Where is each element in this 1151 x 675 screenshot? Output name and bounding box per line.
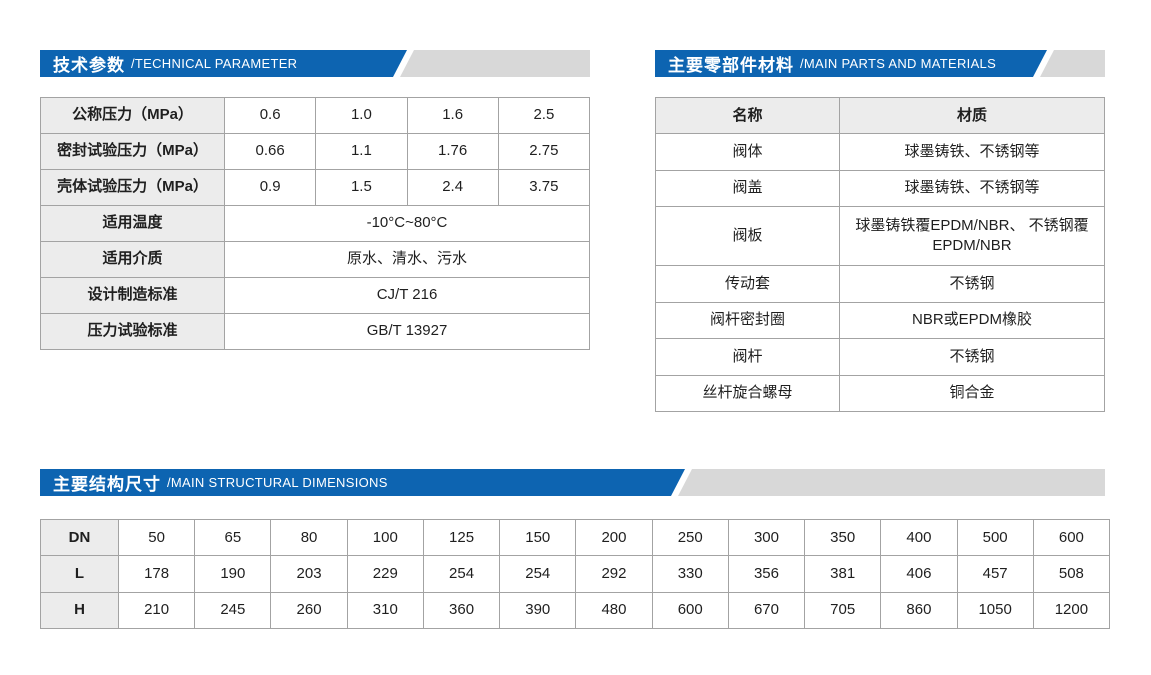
h-value: 1050 [957,592,1034,629]
l-value: 203 [271,556,348,593]
section-title-en: /MAIN PARTS AND MATERIALS [800,56,997,71]
section-title-zh: 主要零部件材料 [668,56,794,75]
h-value: 670 [728,592,806,629]
column-header-material: 材质 [840,98,1105,135]
dn-value: 80 [271,520,348,557]
h-value: 260 [271,592,348,629]
dn-value: 350 [805,520,882,557]
h-value: 390 [500,592,577,629]
table-cell: 2.5 [498,98,590,134]
row-label: 适用介质 [41,242,225,278]
part-name: 阀体 [656,134,840,171]
section-title-zh: 技术参数 [53,56,125,75]
l-value: 292 [576,556,653,593]
table-cell: -10°C~80°C [225,206,590,242]
part-material: 球墨铸铁、不锈钢等 [840,170,1105,208]
l-value: 457 [957,556,1034,593]
section-title-zh: 主要结构尺寸 [53,475,161,494]
h-value: 310 [347,592,424,629]
banner-blue-ribbon: 主要结构尺寸 /MAIN STRUCTURAL DIMENSIONS [40,469,685,496]
part-name: 丝杆旋合螺母 [656,375,840,412]
part-material: 不锈钢 [840,266,1105,303]
l-value: 381 [805,556,882,593]
dn-value: 400 [881,520,958,557]
section-title-en: /MAIN STRUCTURAL DIMENSIONS [167,475,388,490]
h-value: 600 [652,592,729,629]
technical-parameter-table: 公称压力（MPa） 0.6 1.0 1.6 2.5 密封试验压力（MPa） 0.… [40,97,590,350]
h-value: 480 [576,592,653,629]
dn-value: 65 [195,520,272,557]
row-label: 适用温度 [41,206,225,242]
table-cell: 0.6 [225,98,317,134]
part-name: 阀盖 [656,170,840,208]
part-material: 不锈钢 [840,339,1105,376]
table-cell: 1.6 [407,98,499,134]
l-value: 254 [423,556,501,593]
structural-dimensions-banner: 主要结构尺寸 /MAIN STRUCTURAL DIMENSIONS [40,469,1105,496]
table-cell: 0.9 [225,170,317,206]
table-cell: 2.75 [498,134,590,170]
part-name: 阀杆 [656,339,840,376]
l-value: 254 [500,556,577,593]
table-cell: 1.76 [407,134,499,170]
part-name: 传动套 [656,266,840,303]
main-parts-materials-banner: 主要零部件材料 /MAIN PARTS AND MATERIALS [655,50,1105,77]
dn-value: 300 [728,520,806,557]
banner-blue-ribbon: 技术参数 /TECHNICAL PARAMETER [40,50,407,77]
table-cell: 1.1 [316,134,408,170]
dn-value: 250 [652,520,729,557]
part-name: 阀杆密封圈 [656,302,840,340]
h-value: 210 [119,592,196,629]
part-material: NBR或EPDM橡胶 [840,302,1105,340]
column-header-name: 名称 [656,98,840,135]
l-value: 330 [652,556,729,593]
l-value: 178 [119,556,196,593]
l-value: 406 [881,556,958,593]
dn-value: 125 [423,520,501,557]
row-label: 设计制造标准 [41,278,225,314]
structural-dimensions-table: DN 50 65 80 100 125 150 200 250 300 350 … [40,519,1110,629]
row-label: 密封试验压力（MPa） [41,134,225,170]
l-value: 229 [347,556,424,593]
row-label: 壳体试验压力（MPa） [41,170,225,206]
dn-value: 600 [1033,520,1110,557]
l-value: 356 [728,556,806,593]
dn-value: 200 [576,520,653,557]
table-cell: 1.5 [316,170,408,206]
part-name: 阀板 [656,207,840,267]
h-value: 1200 [1033,592,1110,629]
table-cell: GB/T 13927 [225,314,590,350]
h-value: 860 [881,592,958,629]
dn-value: 50 [119,520,196,557]
table-cell: CJ/T 216 [225,278,590,314]
dn-value: 150 [500,520,577,557]
table-cell: 2.4 [407,170,499,206]
parts-materials-table: 名称 材质 阀体 球墨铸铁、不锈钢等 阀盖 球墨铸铁、不锈钢等 阀板 球墨铸铁覆… [655,97,1105,412]
dn-value: 100 [347,520,424,557]
part-material: 铜合金 [840,375,1105,412]
row-label-dn: DN [41,520,119,557]
row-label-h: H [41,592,119,629]
row-label: 公称压力（MPa） [41,98,225,134]
table-cell: 0.66 [225,134,317,170]
l-value: 508 [1033,556,1110,593]
part-material: 球墨铸铁覆EPDM/NBR、 不锈钢覆EPDM/NBR [840,207,1105,267]
table-cell: 原水、清水、污水 [225,242,590,278]
l-value: 190 [195,556,272,593]
section-title-en: /TECHNICAL PARAMETER [131,56,298,71]
row-label-l: L [41,556,119,593]
row-label: 压力试验标准 [41,314,225,350]
part-material: 球墨铸铁、不锈钢等 [840,134,1105,171]
table-cell: 1.0 [316,98,408,134]
table-cell: 3.75 [498,170,590,206]
h-value: 360 [423,592,501,629]
technical-parameter-banner: 技术参数 /TECHNICAL PARAMETER [40,50,590,77]
banner-blue-ribbon: 主要零部件材料 /MAIN PARTS AND MATERIALS [655,50,1047,77]
h-value: 245 [195,592,272,629]
h-value: 705 [805,592,882,629]
dn-value: 500 [957,520,1034,557]
